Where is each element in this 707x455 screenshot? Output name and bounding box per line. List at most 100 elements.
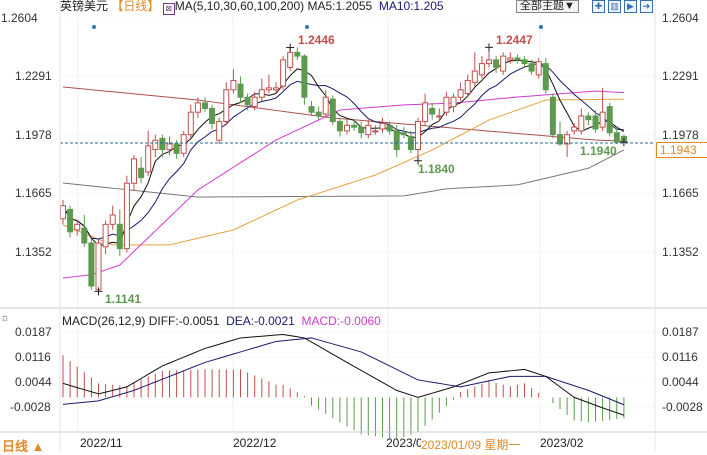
candle-down [88,242,95,287]
candle-down [138,167,145,179]
ma60-line [62,90,624,279]
candle-up [273,87,279,91]
right-tick: 1.1665 [662,186,699,200]
candle-down [358,126,365,134]
right-tick: 1.1978 [662,128,699,142]
play-icon[interactable]: ▶ [624,0,637,13]
left-tick: -0.0028 [10,400,51,414]
high-label: 1.2447 [496,33,533,47]
candle-down [301,55,308,98]
candle-down [528,63,535,72]
candle-up [457,89,464,98]
extreme-marker [286,43,295,52]
extreme-marker [619,138,628,147]
candle-up [443,96,450,113]
candle-up [478,63,485,76]
candle-down [329,98,336,123]
candle-up [379,122,386,130]
left-tick: 0.0187 [15,325,52,339]
candle-up [464,79,471,95]
candle-down [606,106,613,134]
candle-up [578,115,585,132]
diff-line [62,333,625,416]
dea-line [62,337,625,406]
date-label: 2022/12 [233,436,277,450]
candle-up [95,242,102,291]
candle-up [194,102,201,113]
candle-up [152,139,159,151]
candle-up [265,87,272,91]
candle-down [315,111,322,117]
candle-up [102,223,109,248]
chart-header: 英镑美元 【日线】 ⊠ MA(5,10,30,60,100,200) MA5:1.… [60,0,444,15]
candle-down [542,63,549,91]
low-label: 1.1840 [418,162,455,176]
ma30-line [62,98,624,246]
diff-value: DIFF:-0.0051 [148,314,220,328]
candle-up [436,115,443,118]
candle-up [450,96,457,108]
left-tick: 1.2604 [1,11,38,25]
date-label: 2023/0 [386,436,423,450]
candle-down [159,137,166,151]
candle-up [74,223,81,231]
marker-dot [539,25,543,29]
marker-dot [92,25,96,29]
candle-up [372,130,379,133]
candle-up [287,51,294,68]
candle-up [230,79,237,91]
candle-down [521,59,528,65]
indicator-icon[interactable]: ⊠ [162,3,175,15]
theme-dropdown[interactable]: 全部主题▼ [516,0,579,13]
right-tick: 1.2291 [662,69,699,83]
crosshair-icon[interactable]: ✚ [592,0,605,13]
candle-up [258,89,265,98]
left-tick: 0.0116 [15,350,51,364]
right-tick: 1.2604 [662,11,699,25]
pane-settings-icon[interactable]: ☼ [0,312,11,324]
candle-down [173,143,180,154]
candle-down [351,124,358,128]
candle-up [180,134,187,154]
export-icon[interactable]: ➜ [640,0,653,13]
candle-up [365,124,372,136]
candle-down [336,121,343,132]
ma100-line [62,149,625,198]
hover-date-tooltip: 2023/01/09 星期一 [421,436,521,453]
candle-down [308,106,315,113]
date-label: 2022/11 [80,436,123,450]
candlesticks [60,43,628,296]
candle-up [60,205,66,220]
symbol-name: 英镑美元 [60,0,109,13]
layout-icon[interactable]: ▥ [608,0,621,13]
candle-down [549,96,556,136]
candle-down [244,96,251,106]
candle-up [500,55,507,72]
candle-down [202,102,208,109]
macd-pane [62,333,625,440]
left-tick: 1.1352 [15,245,52,259]
candle-down [393,130,400,151]
period-label[interactable]: 【日线】 [111,0,160,13]
candle-down [514,57,521,61]
candle-up [322,96,329,115]
low-label: 1.1141 [105,292,142,306]
candle-down [116,223,123,250]
grid-lines [60,14,655,432]
candle-up [223,89,230,123]
period-toggle[interactable]: 日线 ▲ [2,439,45,454]
candle-down [592,115,599,130]
left-tick: 1.1978 [15,128,52,142]
candle-up [486,59,492,65]
candle-up [109,214,116,225]
candle-up [216,121,223,141]
candle-down [386,124,393,132]
candle-up [599,111,606,128]
ma200-line [62,86,624,142]
low-label: 1.1940 [580,144,617,158]
macd-params: MACD(26,12,9) [62,314,146,328]
candle-up [535,61,542,76]
candle-down [400,132,407,136]
high-label: 1.2446 [298,33,335,47]
